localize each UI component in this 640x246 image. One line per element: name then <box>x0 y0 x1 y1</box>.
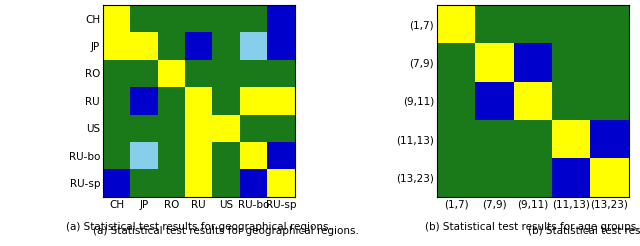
Bar <box>103 169 131 197</box>
Bar <box>552 120 590 158</box>
Bar <box>240 60 268 87</box>
Bar <box>212 60 240 87</box>
Bar <box>513 5 552 43</box>
Bar <box>268 142 294 169</box>
Bar <box>268 5 294 32</box>
Bar <box>131 142 157 169</box>
Bar <box>437 158 475 197</box>
Bar <box>185 5 212 32</box>
Bar <box>185 87 212 115</box>
Text: (a) Statistical test results for geographical regions.: (a) Statistical test results for geograp… <box>66 222 332 232</box>
Bar <box>212 169 240 197</box>
Text: (b) Statistical test results for age groups.: (b) Statistical test results for age gro… <box>528 226 640 236</box>
Bar <box>103 32 131 60</box>
Bar <box>157 169 185 197</box>
Bar <box>552 43 590 82</box>
Bar <box>240 32 268 60</box>
Bar <box>212 115 240 142</box>
Bar <box>268 87 294 115</box>
Bar <box>157 5 185 32</box>
Bar <box>103 142 131 169</box>
Bar <box>131 5 157 32</box>
Bar <box>240 87 268 115</box>
Bar <box>240 169 268 197</box>
Bar <box>590 120 628 158</box>
Bar <box>590 43 628 82</box>
Bar <box>185 32 212 60</box>
Bar <box>212 32 240 60</box>
Bar <box>131 87 157 115</box>
Bar <box>103 60 131 87</box>
Bar <box>513 120 552 158</box>
Bar <box>185 60 212 87</box>
Bar <box>185 169 212 197</box>
Bar <box>103 5 131 32</box>
Bar <box>157 115 185 142</box>
Bar <box>513 82 552 120</box>
Bar <box>475 43 513 82</box>
Bar <box>131 115 157 142</box>
Bar <box>268 60 294 87</box>
Bar <box>268 169 294 197</box>
Bar <box>475 158 513 197</box>
Bar <box>475 82 513 120</box>
Bar <box>268 115 294 142</box>
Bar <box>240 142 268 169</box>
Bar <box>475 5 513 43</box>
Bar <box>437 82 475 120</box>
Bar <box>513 43 552 82</box>
Bar <box>240 115 268 142</box>
Bar <box>513 158 552 197</box>
Bar <box>552 5 590 43</box>
Bar <box>157 142 185 169</box>
Bar <box>437 43 475 82</box>
Bar <box>590 5 628 43</box>
Bar <box>185 115 212 142</box>
Text: (a) Statistical test results for geographical regions.: (a) Statistical test results for geograp… <box>93 226 358 236</box>
Bar <box>240 5 268 32</box>
Bar <box>590 82 628 120</box>
Bar <box>131 60 157 87</box>
Bar <box>103 87 131 115</box>
Bar <box>131 169 157 197</box>
Bar <box>103 115 131 142</box>
Bar <box>552 82 590 120</box>
Bar <box>268 32 294 60</box>
Bar <box>552 158 590 197</box>
Bar <box>212 87 240 115</box>
Bar <box>212 142 240 169</box>
Bar <box>157 32 185 60</box>
Bar <box>157 87 185 115</box>
Bar <box>437 5 475 43</box>
Bar <box>212 5 240 32</box>
Text: (b) Statistical test results for age groups.: (b) Statistical test results for age gro… <box>426 222 640 232</box>
Bar <box>157 60 185 87</box>
Bar <box>185 142 212 169</box>
Bar <box>131 32 157 60</box>
Bar <box>590 158 628 197</box>
Bar <box>475 120 513 158</box>
Bar <box>437 120 475 158</box>
